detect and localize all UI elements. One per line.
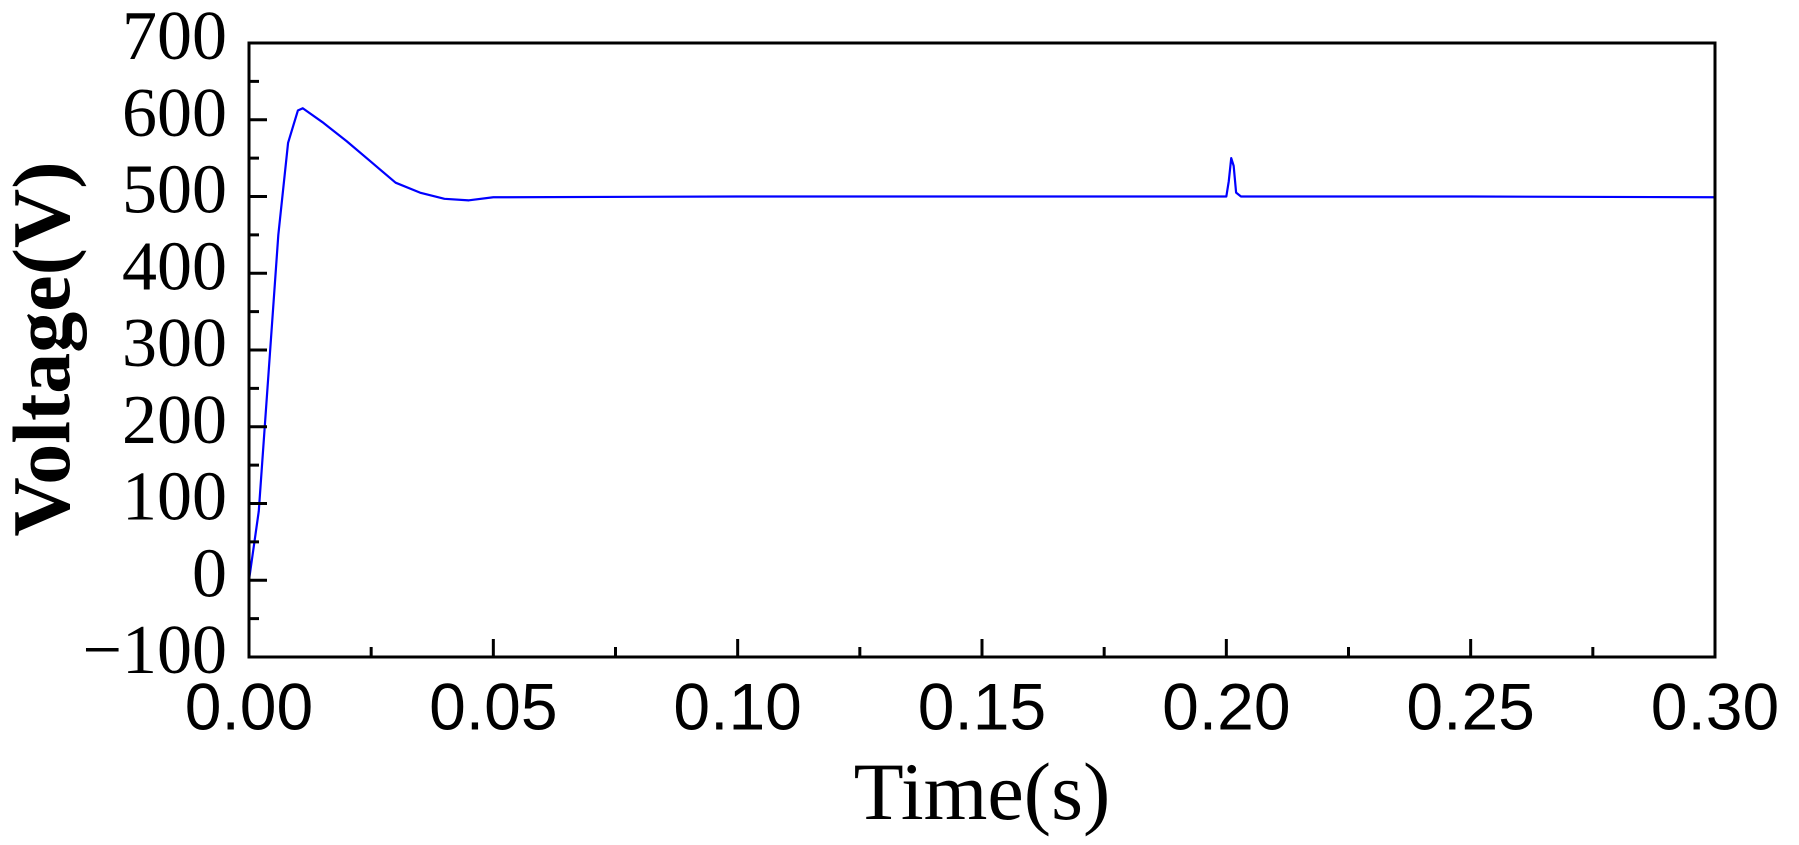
x-tick-label: 0.15	[918, 669, 1046, 743]
y-tick-label: 200	[122, 382, 227, 459]
x-tick-label: 0.10	[673, 669, 801, 743]
x-tick-label: 0.25	[1406, 669, 1534, 743]
y-tick-label: 0	[192, 535, 227, 612]
y-tick-label: 700	[122, 0, 227, 75]
y-tick-label: 400	[122, 228, 227, 305]
x-tick-label: 0.00	[185, 669, 313, 743]
x-tick-label: 0.30	[1651, 669, 1779, 743]
y-tick-label: 500	[122, 152, 227, 229]
y-tick-label: 100	[122, 459, 227, 536]
data-line	[247, 107, 1716, 581]
x-axis-label: Time(s)	[854, 746, 1111, 837]
y-tick-label: 600	[122, 75, 227, 152]
plot-frame	[247, 41, 1717, 659]
y-axis-label: Voltage(V)	[0, 161, 87, 536]
x-tick-label: 0.05	[429, 669, 557, 743]
x-tick-label: 0.20	[1162, 669, 1290, 743]
y-tick-label: 300	[122, 305, 227, 382]
y-tick-label: −100	[83, 612, 227, 689]
